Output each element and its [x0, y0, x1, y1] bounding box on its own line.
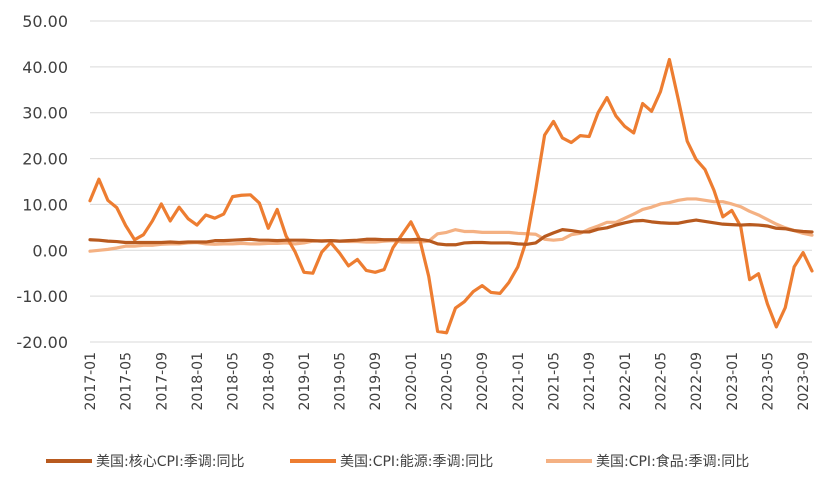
x-axis: 2017-01 2017-05 2017-09 2018-01 2018-05 2018-…	[83, 352, 812, 411]
x-tick-label: 2021-01	[511, 352, 527, 411]
legend: 美国:核心CPI:季调:同比 美国:CPI:能源:季调:同比 美国:CPI:食品:季…	[46, 453, 749, 470]
x-tick-label: 2018-05	[226, 352, 242, 411]
x-tick-label: 2022-09	[689, 352, 705, 411]
x-tick-label: 2017-01	[83, 352, 99, 411]
series-line-core-cpi	[88, 218, 814, 247]
gridlines	[90, 20, 812, 343]
x-tick-label: 2017-09	[154, 352, 170, 411]
x-tick-label: 2020-05	[440, 352, 456, 411]
y-tick-label: 20.00	[22, 150, 68, 169]
x-tick-label: 2023-01	[725, 352, 741, 411]
series-lines	[88, 57, 814, 335]
y-tick-label: -20.00	[16, 333, 68, 352]
series-line-energy-cpi	[88, 57, 814, 335]
y-tick-label: 10.00	[22, 195, 68, 214]
y-tick-label: 30.00	[22, 104, 68, 123]
series-line-food-cpi	[88, 197, 814, 253]
x-tick-label: 2019-09	[368, 352, 384, 411]
y-tick-label: 50.00	[22, 12, 68, 31]
x-tick-label: 2019-01	[297, 352, 313, 411]
x-tick-label: 2018-01	[190, 352, 206, 411]
x-tick-label: 2023-05	[760, 352, 776, 411]
y-tick-label: -10.00	[16, 287, 68, 306]
legend-label: 美国:核心CPI:季调:同比	[96, 454, 245, 470]
x-tick-label: 2021-05	[547, 352, 563, 411]
x-tick-label: 2022-01	[618, 352, 634, 411]
x-tick-label: 2022-05	[653, 352, 669, 411]
legend-label: 美国:CPI:能源:季调:同比	[340, 454, 493, 470]
x-tick-label: 2018-09	[261, 352, 277, 411]
y-axis: 50.00 40.00 30.00 20.00 10.00 0.00 -10.00 -20.0…	[16, 12, 68, 352]
x-tick-label: 2017-05	[119, 352, 135, 411]
x-tick-label: 2021-09	[582, 352, 598, 411]
x-tick-label: 2023-09	[796, 352, 812, 411]
legend-label: 美国:CPI:食品:季调:同比	[596, 453, 749, 470]
x-tick-label: 2019-05	[333, 352, 349, 411]
x-tick-label: 2020-09	[475, 352, 491, 411]
y-tick-label: 0.00	[32, 241, 68, 260]
x-tick-label: 2020-01	[404, 352, 420, 411]
y-tick-label: 40.00	[22, 58, 68, 77]
